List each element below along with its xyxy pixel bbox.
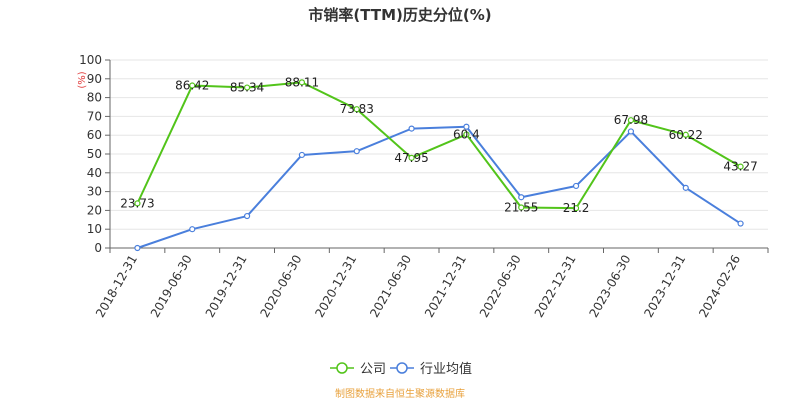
data-point [682, 131, 689, 138]
legend: 公司 行业均值 [330, 361, 472, 377]
x-tick-label: 2021-12-31 [422, 252, 469, 319]
data-point [518, 194, 525, 201]
data-label: 43.27 [723, 160, 757, 174]
y-tick-label: 40 [87, 166, 102, 180]
y-axis-unit: (%) [77, 71, 88, 88]
data-label: 67.98 [614, 113, 648, 127]
x-tick-label: 2020-06-30 [258, 253, 305, 320]
series-line-0 [136, 81, 742, 210]
data-label: 85.34 [230, 81, 264, 95]
data-point [298, 151, 306, 159]
x-tick-label: 2021-06-30 [367, 253, 414, 320]
data-point [134, 200, 141, 207]
y-tick-label: 20 [87, 203, 102, 217]
data-point [243, 212, 251, 220]
axes [105, 59, 769, 253]
chart-title: 市销率(TTM)历史分位(%) [308, 6, 491, 24]
data-point [353, 148, 360, 155]
data-point [572, 182, 580, 190]
data-label: 60.4 [453, 127, 480, 141]
data-point [463, 131, 470, 138]
data-point [737, 163, 744, 170]
x-tick-label: 2019-12-31 [203, 252, 250, 319]
y-tick-label: 0 [94, 241, 102, 255]
series-lines [134, 79, 744, 252]
data-point [353, 106, 360, 113]
data-point [189, 226, 196, 233]
data-point [189, 82, 196, 89]
data-label: 60.22 [669, 128, 703, 142]
x-tick-label: 2023-12-31 [641, 253, 688, 320]
series-line-1 [137, 125, 742, 249]
data-label: 21.2 [563, 201, 590, 215]
data-point [243, 84, 251, 91]
y-tick-label: 100 [79, 53, 102, 67]
data-label: 88.11 [285, 75, 319, 89]
data-point [408, 125, 415, 132]
y-tick-label: 60 [87, 128, 102, 142]
x-tick-label: 2023-06-30 [587, 253, 634, 320]
data-point [682, 184, 689, 191]
x-tick-label: 2022-12-31 [532, 253, 579, 320]
data-point [737, 220, 744, 227]
data-point [572, 205, 580, 212]
x-tick-label: 2022-06-30 [477, 253, 524, 320]
data-point [627, 128, 635, 135]
legend-label: 公司 [360, 362, 386, 377]
legend-marker [336, 362, 348, 374]
x-tick-label: 2018-12-31 [93, 253, 140, 320]
data-label: 23.73 [120, 196, 154, 210]
x-tick-label: 2020-12-31 [312, 253, 359, 320]
y-tick-label: 70 [87, 109, 102, 123]
y-axis-ticks: 0 10 20 30 40 50 60 70 80 90 100 [79, 53, 102, 255]
x-tick-label: 2024-02-26 [696, 253, 743, 320]
y-tick-label: 50 [87, 147, 102, 161]
legend-label: 行业均值 [420, 361, 472, 377]
x-axis-ticks: 2018-12-31 2019-06-30 2019-12-31 2020-06-30… [93, 252, 743, 319]
data-point [408, 154, 415, 161]
data-point [134, 244, 141, 252]
data-point [463, 123, 470, 130]
data-point [298, 79, 306, 86]
legend-marker [396, 362, 408, 374]
data-label: 86.42 [175, 79, 209, 93]
y-tick-label: 90 [87, 72, 102, 86]
y-tick-label: 30 [87, 185, 102, 199]
source-note: 制图数据来自恒生聚源数据库 [335, 387, 465, 400]
data-point [518, 204, 525, 211]
data-label: 21.55 [504, 200, 538, 214]
data-labels: 23.73 86.42 85.34 88.11 73.83 47.95 60.4 21.55 2… [120, 75, 758, 215]
x-tick-label: 2019-06-30 [148, 253, 195, 320]
y-tick-label: 80 [87, 91, 102, 105]
data-label: 47.95 [394, 151, 428, 165]
y-tick-label: 10 [87, 222, 102, 236]
data-point [627, 117, 635, 124]
data-label: 73.83 [340, 102, 374, 116]
